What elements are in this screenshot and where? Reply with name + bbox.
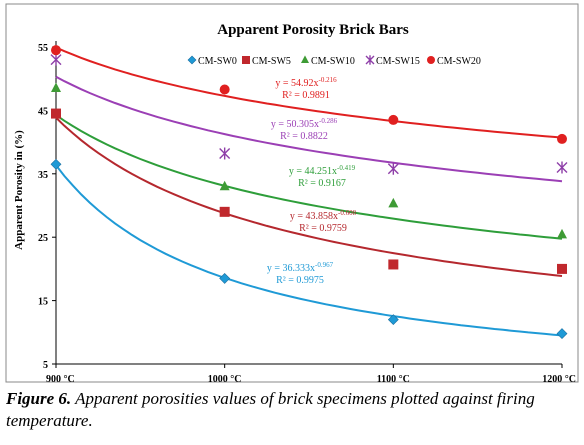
data-point-cm-sw20 — [219, 84, 230, 95]
r-squared-text: R² = 0.9975 — [276, 275, 324, 286]
legend-item: CM-SW20 — [427, 56, 481, 67]
trendline-cm-sw5 — [55, 116, 563, 277]
x-tick-label: 900 °C — [46, 374, 75, 385]
legend-marker — [427, 56, 435, 64]
data-point-cm-sw0 — [387, 314, 399, 326]
legend-item: CM-SW15 — [365, 55, 420, 67]
trendline-cm-sw20 — [55, 46, 563, 139]
x-tick-label: 1100 °C — [377, 374, 410, 385]
data-point-cm-sw0 — [556, 328, 568, 339]
legend: CM-SW0 CM-SW5 CM-SW10 CM-SW15 CM-SW20 — [187, 55, 481, 67]
legend-item: CM-SW5 — [242, 56, 291, 67]
y-tick-label: 25 — [38, 233, 48, 244]
legend-marker — [187, 55, 197, 65]
data-point-cm-sw15 — [219, 147, 231, 160]
data-point-cm-sw10 — [219, 180, 230, 191]
r-squared-text: R² = 0.9759 — [299, 223, 347, 234]
axes: 5 15 25 35 45 55 900 °C 1000 °C 1100 °C 1200 °C — [38, 41, 576, 385]
data-point-cm-sw0 — [50, 158, 62, 170]
data-point-cm-sw15 — [50, 53, 62, 66]
y-tick-label: 5 — [43, 360, 48, 371]
chart-frame — [5, 3, 579, 383]
equation-text: y = 50.305x-0.286 — [271, 117, 338, 130]
r-squared-text: R² = 0.9167 — [298, 178, 346, 189]
legend-item: CM-SW0 — [187, 55, 237, 67]
y-tick-label: 35 — [38, 170, 48, 181]
caption-text: Apparent porosities values of brick spec… — [6, 389, 535, 430]
trendline-cm-sw10 — [55, 114, 563, 240]
data-point-cm-sw10 — [51, 82, 61, 92]
data-point-cm-sw5 — [557, 263, 567, 274]
equation-text: y = 54.92x-0.216 — [275, 76, 337, 89]
data-point-cm-sw15 — [556, 161, 568, 174]
legend-marker — [301, 55, 309, 63]
y-tick-label: 45 — [38, 106, 48, 117]
y-tick-label: 55 — [38, 43, 48, 54]
x-tick-label: 1000 °C — [208, 374, 242, 385]
data-point-cm-sw10 — [557, 228, 567, 239]
data-point-cm-sw5 — [219, 206, 230, 217]
data-point-cm-sw20 — [51, 45, 61, 56]
legend-item: CM-SW10 — [301, 55, 355, 67]
legend-label: CM-SW0 — [198, 56, 237, 67]
x-tick-label: 1200 °C — [542, 374, 576, 385]
legend-marker — [365, 55, 375, 65]
r-squared-text: R² = 0.9891 — [282, 90, 330, 101]
trendline-cm-sw0 — [55, 164, 563, 337]
equation-text: y = 36.333x-0.967 — [267, 261, 334, 274]
data-points — [50, 45, 568, 339]
data-point-cm-sw10 — [388, 197, 399, 208]
legend-label: CM-SW10 — [311, 56, 355, 67]
data-point-cm-sw15 — [387, 162, 399, 175]
y-axis-label: Apparent Porosity in (%) — [13, 130, 25, 250]
data-point-cm-sw20 — [388, 114, 399, 125]
r-squared-text: R² = 0.8822 — [280, 131, 328, 142]
data-point-cm-sw5 — [51, 108, 61, 119]
legend-label: CM-SW5 — [252, 56, 291, 67]
data-point-cm-sw20 — [557, 133, 567, 144]
caption-label: Figure 6. — [6, 389, 72, 408]
data-point-cm-sw5 — [388, 259, 399, 270]
chart-title: Apparent Porosity Brick Bars — [217, 22, 409, 38]
legend-marker — [242, 56, 250, 64]
equation-text: y = 44.251x-0.419 — [289, 164, 356, 177]
trendlines — [55, 46, 563, 337]
y-tick-label: 15 — [38, 297, 48, 308]
legend-label: CM-SW15 — [376, 56, 420, 67]
data-point-cm-sw0 — [219, 272, 231, 284]
legend-label: CM-SW20 — [437, 56, 481, 67]
figure-caption: Figure 6. Apparent porosities values of … — [6, 388, 582, 432]
equation-text: y = 43.858x-0.608 — [290, 209, 357, 222]
trendline-cm-sw15 — [55, 75, 563, 183]
